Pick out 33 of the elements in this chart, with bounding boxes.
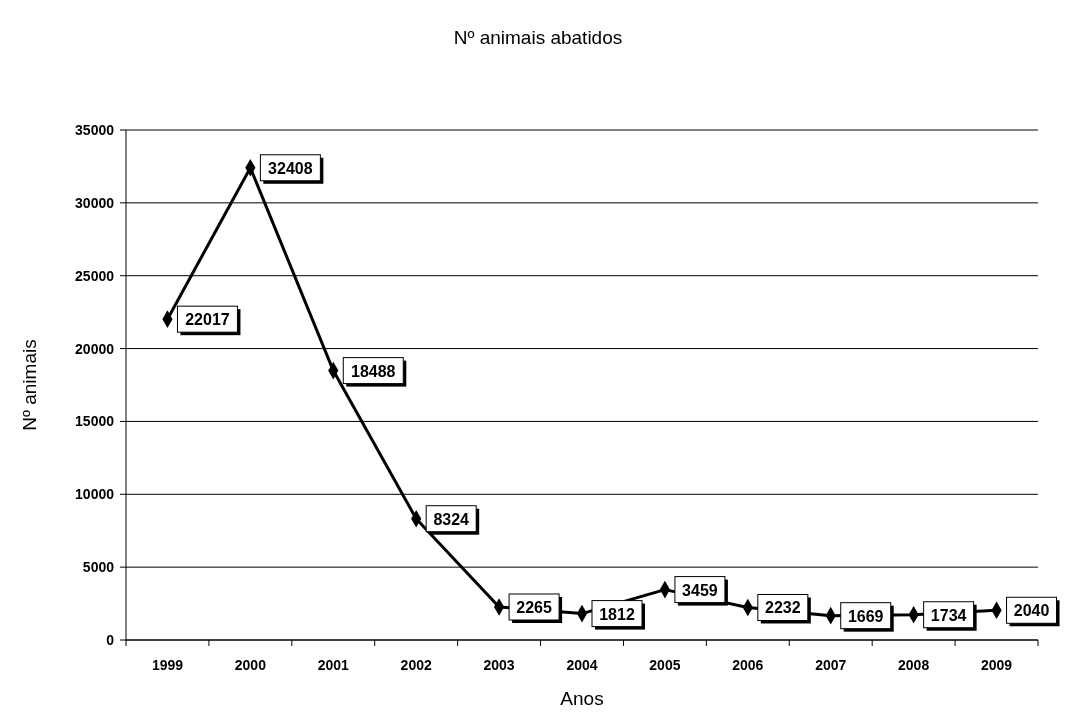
- y-tick-label: 30000: [75, 194, 115, 211]
- data-label: 32408: [268, 159, 313, 177]
- y-tick-label: 25000: [75, 267, 115, 284]
- data-label: 2040: [1013, 602, 1050, 620]
- y-tick-label: 10000: [75, 486, 115, 503]
- chart-title: Nº animais abatidos: [453, 27, 623, 48]
- x-tick-label: 2004: [566, 657, 598, 673]
- x-tick-label: 2002: [400, 657, 432, 673]
- x-tick-label: 1999: [151, 657, 184, 673]
- data-label: 1734: [930, 606, 967, 624]
- y-tick-label: 5000: [82, 559, 115, 576]
- y-tick-label: 0: [106, 632, 115, 648]
- x-tick-label: 2001: [317, 657, 350, 673]
- data-label: 8324: [433, 510, 470, 528]
- y-tick-label: 35000: [75, 122, 115, 138]
- data-label: 3459: [682, 581, 718, 599]
- y-axis-title: Nº animais: [19, 339, 40, 431]
- data-label: 18488: [351, 362, 396, 380]
- x-axis-title: Anos: [560, 688, 604, 709]
- y-tick-label: 15000: [75, 413, 115, 430]
- x-tick-label: 2009: [980, 657, 1013, 673]
- x-tick-label: 2006: [732, 657, 764, 673]
- x-tick-label: 2007: [815, 657, 847, 673]
- data-label: 2232: [765, 599, 801, 617]
- data-label: 2265: [516, 599, 552, 616]
- data-label: 22017: [185, 311, 230, 329]
- y-tick-label: 20000: [75, 340, 115, 357]
- x-tick-label: 2000: [234, 657, 267, 673]
- x-tick-label: 2005: [649, 657, 681, 673]
- data-label: 1812: [599, 605, 635, 623]
- x-tick-label: 2003: [483, 657, 515, 673]
- x-tick-label: 2008: [898, 657, 930, 673]
- data-label: 1669: [847, 607, 884, 625]
